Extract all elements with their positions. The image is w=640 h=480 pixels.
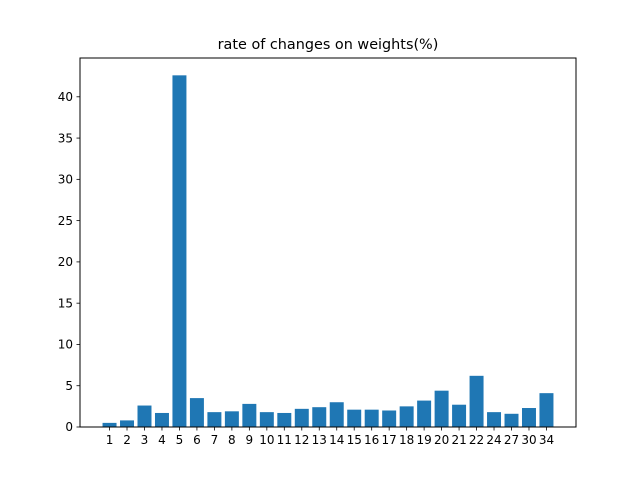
x-tick-label: 13 <box>312 433 327 447</box>
x-axis: 1 2 3 4 5 6 7 8 9 10 11 12 13 14 15 16 17 18 19 20 21 22 24 27 3… <box>106 427 554 447</box>
bar-20 <box>434 390 449 427</box>
x-tick-label: 6 <box>193 433 201 447</box>
x-tick-label: 24 <box>486 433 501 447</box>
bar-12 <box>294 408 309 427</box>
x-tick-label: 22 <box>469 433 484 447</box>
x-tick-label: 16 <box>364 433 379 447</box>
x-tick-label: 30 <box>521 433 536 447</box>
x-tick-label: 20 <box>434 433 449 447</box>
bar-17 <box>382 410 397 427</box>
bar-19 <box>417 400 432 427</box>
bar-7 <box>207 412 222 427</box>
y-tick-label: 25 <box>58 214 73 228</box>
y-tick-label: 5 <box>65 379 73 393</box>
bar-30 <box>521 408 536 427</box>
x-tick-label: 5 <box>176 433 184 447</box>
x-tick-label: 1 <box>106 433 114 447</box>
bar-34 <box>539 393 554 427</box>
bar-3 <box>137 405 152 427</box>
bar-9 <box>242 403 257 427</box>
bar-6 <box>189 398 204 427</box>
bar-14 <box>329 402 344 427</box>
bar-16 <box>364 409 379 427</box>
y-tick-label: 10 <box>58 338 73 352</box>
bar-15 <box>347 409 362 427</box>
y-tick-label: 0 <box>65 420 73 434</box>
bar-27 <box>504 413 519 427</box>
bar-24 <box>487 412 502 427</box>
x-tick-label: 17 <box>382 433 397 447</box>
bar-4 <box>154 412 169 427</box>
x-tick-label: 7 <box>211 433 219 447</box>
y-axis: 0 5 10 15 20 25 30 35 40 <box>58 90 80 434</box>
bar-2 <box>120 420 135 427</box>
bar-5 <box>172 75 187 427</box>
bar-13 <box>312 407 327 427</box>
bar-18 <box>399 406 414 427</box>
x-tick-label: 3 <box>141 433 149 447</box>
x-tick-label: 10 <box>259 433 274 447</box>
bar-10 <box>259 412 274 427</box>
bar-1 <box>102 422 117 427</box>
x-tick-label: 21 <box>451 433 466 447</box>
x-tick-label: 4 <box>158 433 166 447</box>
bar-21 <box>452 404 467 427</box>
x-tick-label: 2 <box>123 433 131 447</box>
y-tick-label: 35 <box>58 131 73 145</box>
y-tick-label: 15 <box>58 296 73 310</box>
y-tick-label: 30 <box>58 173 73 187</box>
x-tick-label: 19 <box>416 433 431 447</box>
bars-group <box>102 75 554 427</box>
x-tick-label: 11 <box>277 433 292 447</box>
x-tick-label: 15 <box>347 433 362 447</box>
plot-frame <box>79 57 577 428</box>
y-tick-label: 20 <box>58 255 73 269</box>
x-tick-label: 8 <box>228 433 236 447</box>
x-tick-label: 27 <box>504 433 519 447</box>
x-tick-label: 12 <box>294 433 309 447</box>
x-tick-label: 34 <box>539 433 554 447</box>
bar-11 <box>277 412 292 427</box>
y-tick-label: 40 <box>58 90 73 104</box>
x-tick-label: 9 <box>246 433 254 447</box>
bar-8 <box>224 411 239 427</box>
chart-title: rate of changes on weights(%) <box>218 37 439 53</box>
x-tick-label: 18 <box>399 433 414 447</box>
x-tick-label: 14 <box>329 433 344 447</box>
bar-22 <box>469 375 484 427</box>
